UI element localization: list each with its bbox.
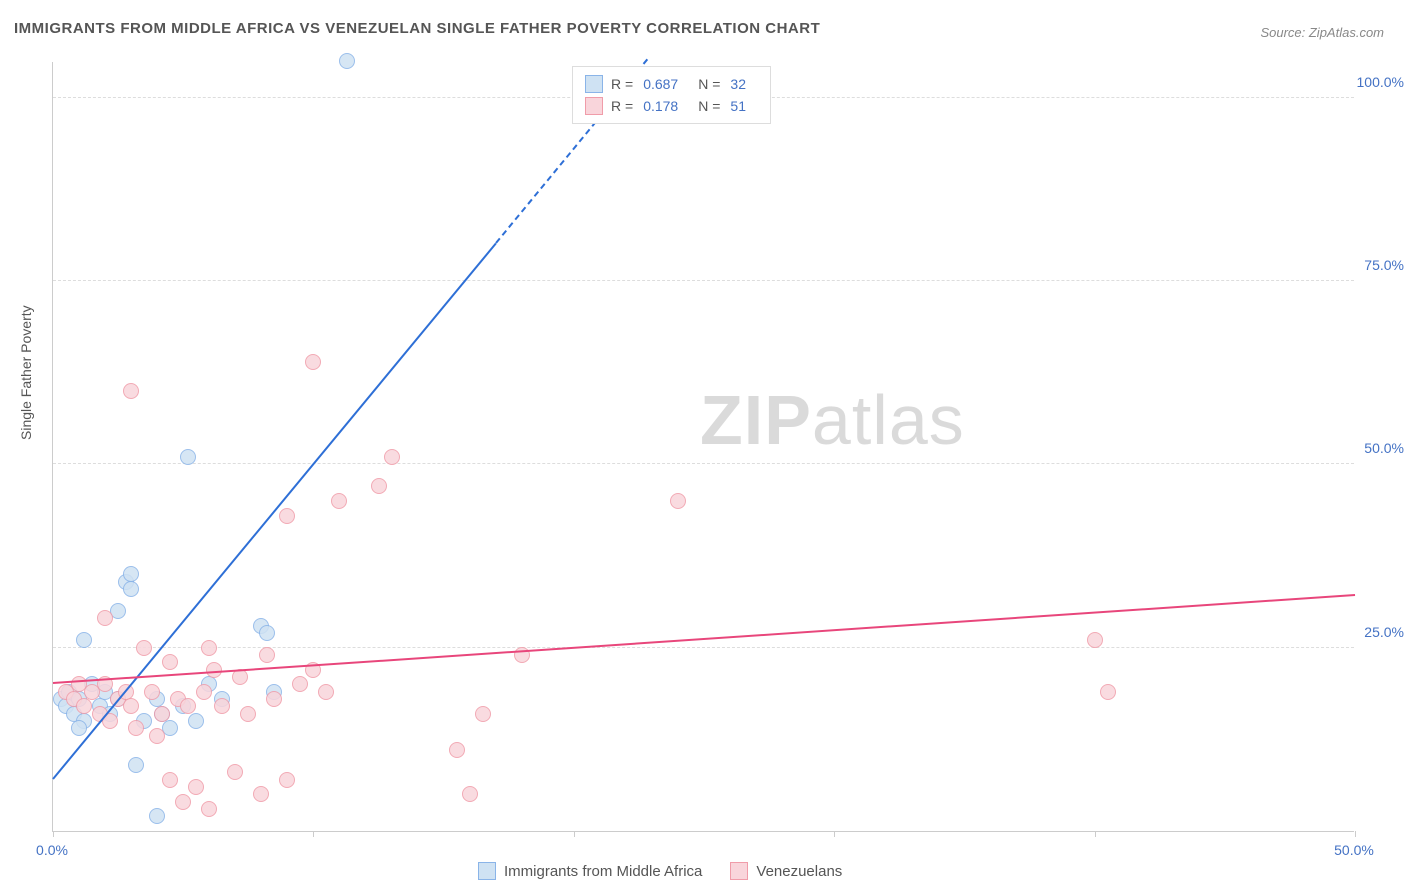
x-tick: [574, 831, 575, 837]
data-point: [384, 449, 400, 465]
legend-label: Immigrants from Middle Africa: [504, 863, 702, 880]
legend-label: Venezuelans: [756, 863, 842, 880]
plot-area: 25.0%50.0%75.0%100.0%: [52, 62, 1354, 832]
n-label: N =: [698, 98, 720, 114]
data-point: [196, 684, 212, 700]
correlation-legend-row: R = 0.178 N = 51: [585, 95, 758, 117]
data-point: [180, 449, 196, 465]
data-point: [305, 354, 321, 370]
data-point: [128, 757, 144, 773]
data-point: [259, 647, 275, 663]
x-tick-label: 50.0%: [1334, 842, 1374, 858]
y-axis-label: Single Father Poverty: [18, 305, 34, 440]
data-point: [318, 684, 334, 700]
data-point: [279, 508, 295, 524]
trendline: [53, 594, 1355, 684]
legend-swatch: [585, 97, 603, 115]
data-point: [253, 786, 269, 802]
data-point: [175, 794, 191, 810]
x-tick-label: 0.0%: [36, 842, 68, 858]
data-point: [259, 625, 275, 641]
legend-swatch: [585, 75, 603, 93]
data-point: [154, 706, 170, 722]
data-point: [339, 53, 355, 69]
legend-item: Venezuelans: [730, 862, 842, 880]
data-point: [123, 566, 139, 582]
x-tick: [1355, 831, 1356, 837]
x-tick: [1095, 831, 1096, 837]
n-value: 51: [730, 98, 746, 114]
data-point: [149, 808, 165, 824]
data-point: [475, 706, 491, 722]
data-point: [331, 493, 347, 509]
source-label: Source: ZipAtlas.com: [1260, 25, 1384, 40]
data-point: [162, 654, 178, 670]
data-point: [240, 706, 256, 722]
data-point: [279, 772, 295, 788]
gridline: [53, 463, 1354, 464]
data-point: [123, 383, 139, 399]
data-point: [449, 742, 465, 758]
x-tick: [313, 831, 314, 837]
data-point: [371, 478, 387, 494]
legend-item: Immigrants from Middle Africa: [478, 862, 702, 880]
y-tick-label: 100.0%: [1356, 74, 1404, 90]
data-point: [128, 720, 144, 736]
data-point: [123, 698, 139, 714]
data-point: [123, 581, 139, 597]
series-legend: Immigrants from Middle Africa Venezuelans: [478, 862, 842, 880]
data-point: [144, 684, 160, 700]
data-point: [162, 772, 178, 788]
x-tick: [834, 831, 835, 837]
data-point: [201, 640, 217, 656]
data-point: [201, 801, 217, 817]
data-point: [188, 779, 204, 795]
n-label: N =: [698, 76, 720, 92]
data-point: [188, 713, 204, 729]
gridline: [53, 280, 1354, 281]
gridline: [53, 647, 1354, 648]
correlation-legend-row: R = 0.687 N = 32: [585, 73, 758, 95]
legend-swatch: [730, 862, 748, 880]
y-tick-label: 50.0%: [1356, 440, 1404, 456]
data-point: [136, 640, 152, 656]
data-point: [1100, 684, 1116, 700]
y-tick-label: 75.0%: [1356, 257, 1404, 273]
data-point: [214, 698, 230, 714]
data-point: [462, 786, 478, 802]
data-point: [292, 676, 308, 692]
r-value: 0.687: [643, 76, 678, 92]
r-value: 0.178: [643, 98, 678, 114]
legend-swatch: [478, 862, 496, 880]
correlation-legend: R = 0.687 N = 32 R = 0.178 N = 51: [572, 66, 771, 124]
data-point: [97, 610, 113, 626]
data-point: [76, 632, 92, 648]
data-point: [1087, 632, 1103, 648]
x-tick: [53, 831, 54, 837]
data-point: [670, 493, 686, 509]
chart-title: IMMIGRANTS FROM MIDDLE AFRICA VS VENEZUE…: [14, 20, 820, 37]
data-point: [227, 764, 243, 780]
r-label: R =: [611, 76, 633, 92]
data-point: [266, 691, 282, 707]
data-point: [71, 720, 87, 736]
y-tick-label: 25.0%: [1356, 624, 1404, 640]
n-value: 32: [730, 76, 746, 92]
r-label: R =: [611, 98, 633, 114]
data-point: [76, 698, 92, 714]
data-point: [149, 728, 165, 744]
data-point: [180, 698, 196, 714]
